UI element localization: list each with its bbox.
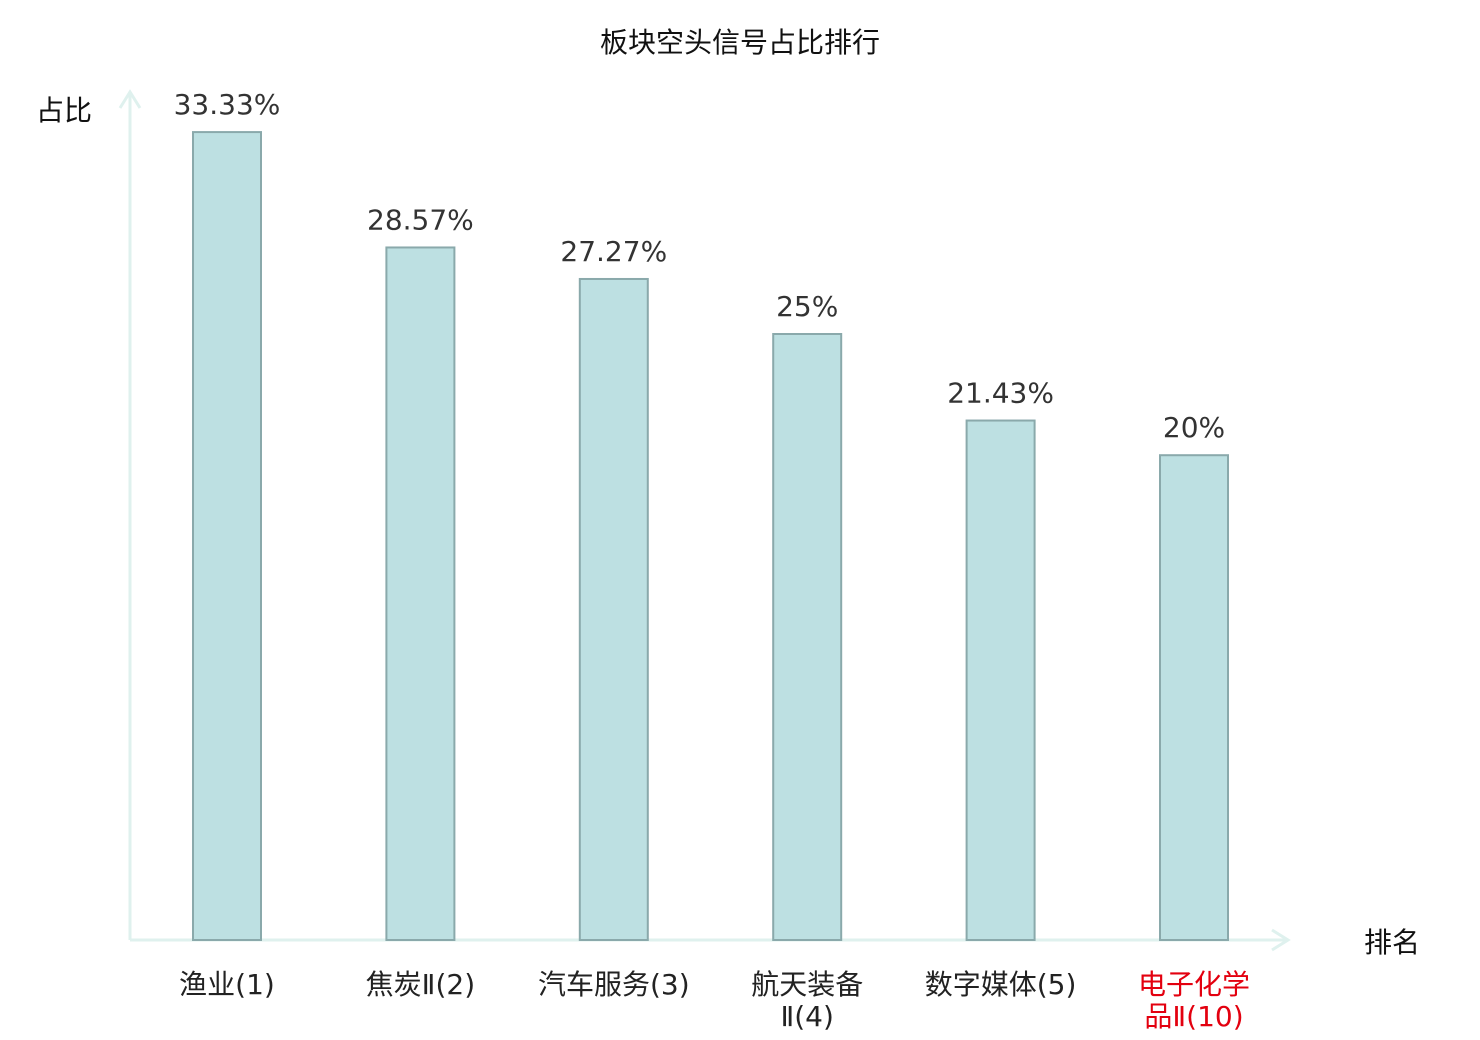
x-tick-label: 汽车服务(3) — [538, 968, 690, 1001]
bar — [192, 131, 262, 941]
y-axis-arrow-icon — [118, 89, 142, 109]
y-axis-label: 占比 — [36, 94, 92, 127]
data-label: 20% — [1163, 411, 1225, 444]
bars-group — [192, 131, 1229, 941]
axes — [118, 89, 1291, 952]
bar — [1159, 454, 1229, 941]
x-tick-label: 品Ⅱ(10) — [1144, 1000, 1243, 1033]
chart-title: 板块空头信号占比排行 — [600, 26, 880, 59]
x-axis-label: 排名 — [1364, 926, 1420, 959]
x-tick-label: 渔业(1) — [179, 968, 275, 1001]
data-labels-group: 33.33% 28.57% 27.27% 25% 21.43% 20% — [174, 88, 1226, 444]
data-label: 25% — [776, 290, 838, 323]
x-tick-label: 电子化学 — [1138, 968, 1250, 1001]
bar — [772, 333, 843, 941]
x-tick-label: Ⅱ(4) — [780, 1000, 833, 1033]
bar — [578, 277, 649, 941]
data-label: 21.43% — [947, 377, 1054, 410]
data-label: 27.27% — [560, 235, 667, 268]
x-tick-label: 焦炭Ⅱ(2) — [366, 968, 475, 1001]
bar — [385, 246, 456, 941]
x-tick-label: 数字媒体(5) — [925, 968, 1077, 1001]
data-label: 33.33% — [174, 88, 281, 121]
x-axis-arrow-icon — [1271, 928, 1291, 952]
x-tick-label: 航天装备 — [751, 968, 863, 1001]
bar — [965, 419, 1036, 941]
data-label: 28.57% — [367, 203, 474, 236]
